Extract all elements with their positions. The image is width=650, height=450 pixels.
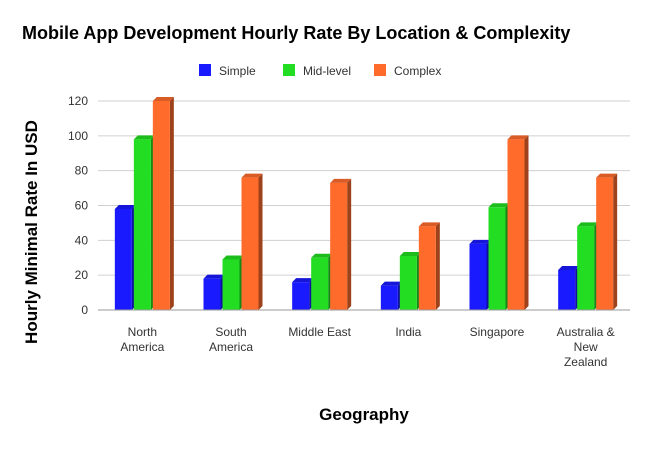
bar [380, 281, 402, 310]
bar [558, 265, 580, 310]
y-tick-label: 80 [75, 164, 89, 178]
legend-label: Simple [219, 64, 256, 78]
x-tick-label: South America [209, 325, 253, 354]
y-tick-label: 40 [75, 233, 89, 247]
legend-label: Complex [394, 64, 441, 78]
chart-title: Mobile App Development Hourly Rate By Lo… [22, 23, 571, 43]
x-axis-title: Geography [319, 405, 409, 424]
bar [292, 278, 314, 310]
y-tick-label: 20 [75, 268, 89, 282]
legend-swatch [283, 64, 295, 76]
y-tick-label: 60 [75, 199, 89, 213]
bar [222, 255, 244, 310]
bar [203, 274, 225, 310]
y-axis-title: Hourly Minimal Rate In USD [22, 120, 41, 344]
gridlines [98, 100, 630, 311]
x-tick-label: India [395, 325, 421, 339]
bar [311, 253, 333, 310]
legend-swatch [199, 64, 211, 76]
bar [114, 204, 136, 310]
legend-swatch [374, 64, 386, 76]
x-tick-label: North America [120, 325, 164, 354]
bar [330, 178, 352, 310]
bar [507, 135, 529, 310]
bar [399, 252, 421, 310]
bar [488, 203, 510, 310]
x-tick-label: Middle East [288, 325, 351, 339]
y-tick-label: 0 [81, 303, 88, 317]
x-tick-label: Singapore [470, 325, 525, 339]
x-tick-label: Australia & New Zealand [557, 325, 615, 369]
y-tick-label: 120 [68, 94, 88, 108]
bar [469, 239, 491, 310]
bar [152, 97, 174, 310]
legend: Simple Mid-level Complex [199, 64, 441, 78]
bar [596, 173, 618, 310]
legend-label: Mid-level [303, 64, 351, 78]
bar [241, 173, 263, 310]
bars [114, 97, 618, 310]
axes: 0 20 40 60 80 100 120 North America South America M… [68, 94, 630, 369]
bar [577, 222, 599, 310]
bar [133, 135, 155, 310]
y-tick-label: 100 [68, 129, 88, 143]
bar [418, 222, 440, 310]
